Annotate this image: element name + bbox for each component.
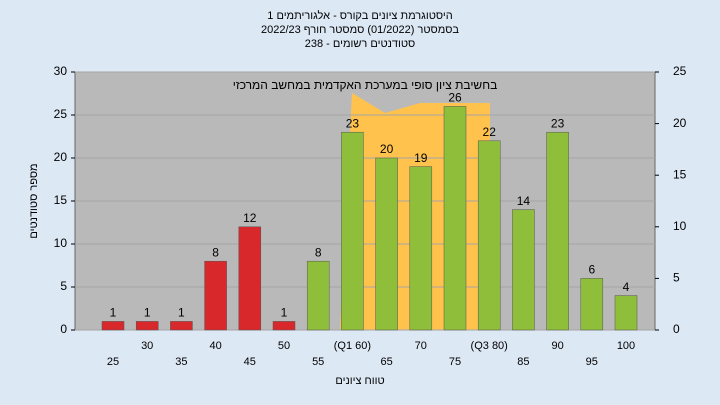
data-label: 23 [346, 116, 360, 130]
x-tick-label: 95 [586, 356, 598, 368]
x-tick-label: 50 [278, 340, 290, 352]
annotation: בחשיבת ציון סופי במערכת האקדמית במחשב המ… [233, 78, 498, 92]
data-label: 23 [551, 116, 565, 130]
data-label: 6 [588, 263, 595, 277]
y-tick-label: 0 [60, 322, 67, 336]
x-tick-label: 30 [141, 340, 153, 352]
bar [341, 131, 364, 331]
data-label: 1 [110, 306, 117, 320]
x-axis-label: טווח ציונים [335, 375, 384, 387]
bar [546, 131, 569, 331]
y-tick-label: 10 [54, 236, 68, 250]
bar [135, 321, 159, 331]
x-tick-label: 25 [107, 356, 119, 368]
bar [614, 295, 638, 331]
bar [477, 140, 501, 331]
bar [101, 321, 125, 331]
x-tick-label: 85 [517, 356, 529, 368]
data-label: 8 [212, 245, 219, 259]
data-label: 20 [380, 142, 394, 156]
x-tick-label: 90 [551, 340, 563, 352]
data-label: 1 [281, 306, 288, 320]
data-label: 19 [414, 151, 428, 165]
y-tick-label: 30 [54, 64, 68, 78]
bar [512, 209, 535, 331]
x-tick-label: 40 [209, 340, 221, 352]
bar [443, 106, 467, 331]
data-label: 26 [448, 91, 462, 105]
data-label: 22 [483, 125, 497, 139]
x-tick-label: 45 [244, 356, 256, 368]
y2-tick-label: 5 [673, 271, 680, 285]
data-label: 1 [178, 306, 185, 320]
y2-tick-label: 0 [673, 322, 680, 336]
chart-subtitle: בסמסטר (01/2022) סמסטר חורף 2022/23 [261, 24, 459, 36]
y2-tick-label: 15 [673, 167, 687, 181]
bar [375, 157, 398, 331]
x-tick-label: (Q1 60) [334, 340, 371, 352]
y-tick-label: 5 [60, 279, 67, 293]
bar [272, 321, 296, 331]
y-axis-label: מספר סטודנטים [28, 163, 40, 238]
y2-tick-label: 25 [673, 64, 687, 78]
y2-tick-label: 10 [673, 219, 687, 233]
bar [238, 226, 262, 331]
data-label: 1 [144, 306, 151, 320]
y2-tick-label: 20 [673, 116, 687, 130]
x-tick-label: 35 [175, 356, 187, 368]
chart-subtitle: סטודנטים רשומים - 238 [305, 38, 416, 50]
y-tick-label: 15 [54, 193, 68, 207]
bar [170, 321, 193, 331]
x-tick-label: 100 [617, 340, 635, 352]
bar [409, 166, 433, 331]
x-tick-label: 65 [380, 356, 392, 368]
chart-title: היסטוגרמת ציונים בקורס - אלגוריתמים 1 [267, 9, 452, 22]
data-label: 14 [517, 194, 531, 208]
x-tick-label: 75 [449, 356, 461, 368]
data-label: 12 [243, 211, 257, 225]
data-label: 4 [623, 280, 630, 294]
data-label: 8 [315, 245, 322, 259]
y-tick-label: 20 [54, 150, 68, 164]
y-tick-label: 25 [54, 107, 68, 121]
x-tick-label: 55 [312, 356, 324, 368]
x-tick-label: (Q3 80) [471, 340, 508, 352]
bar [580, 278, 604, 331]
bar [204, 260, 227, 331]
x-tick-label: 70 [415, 340, 427, 352]
bar [306, 260, 330, 331]
